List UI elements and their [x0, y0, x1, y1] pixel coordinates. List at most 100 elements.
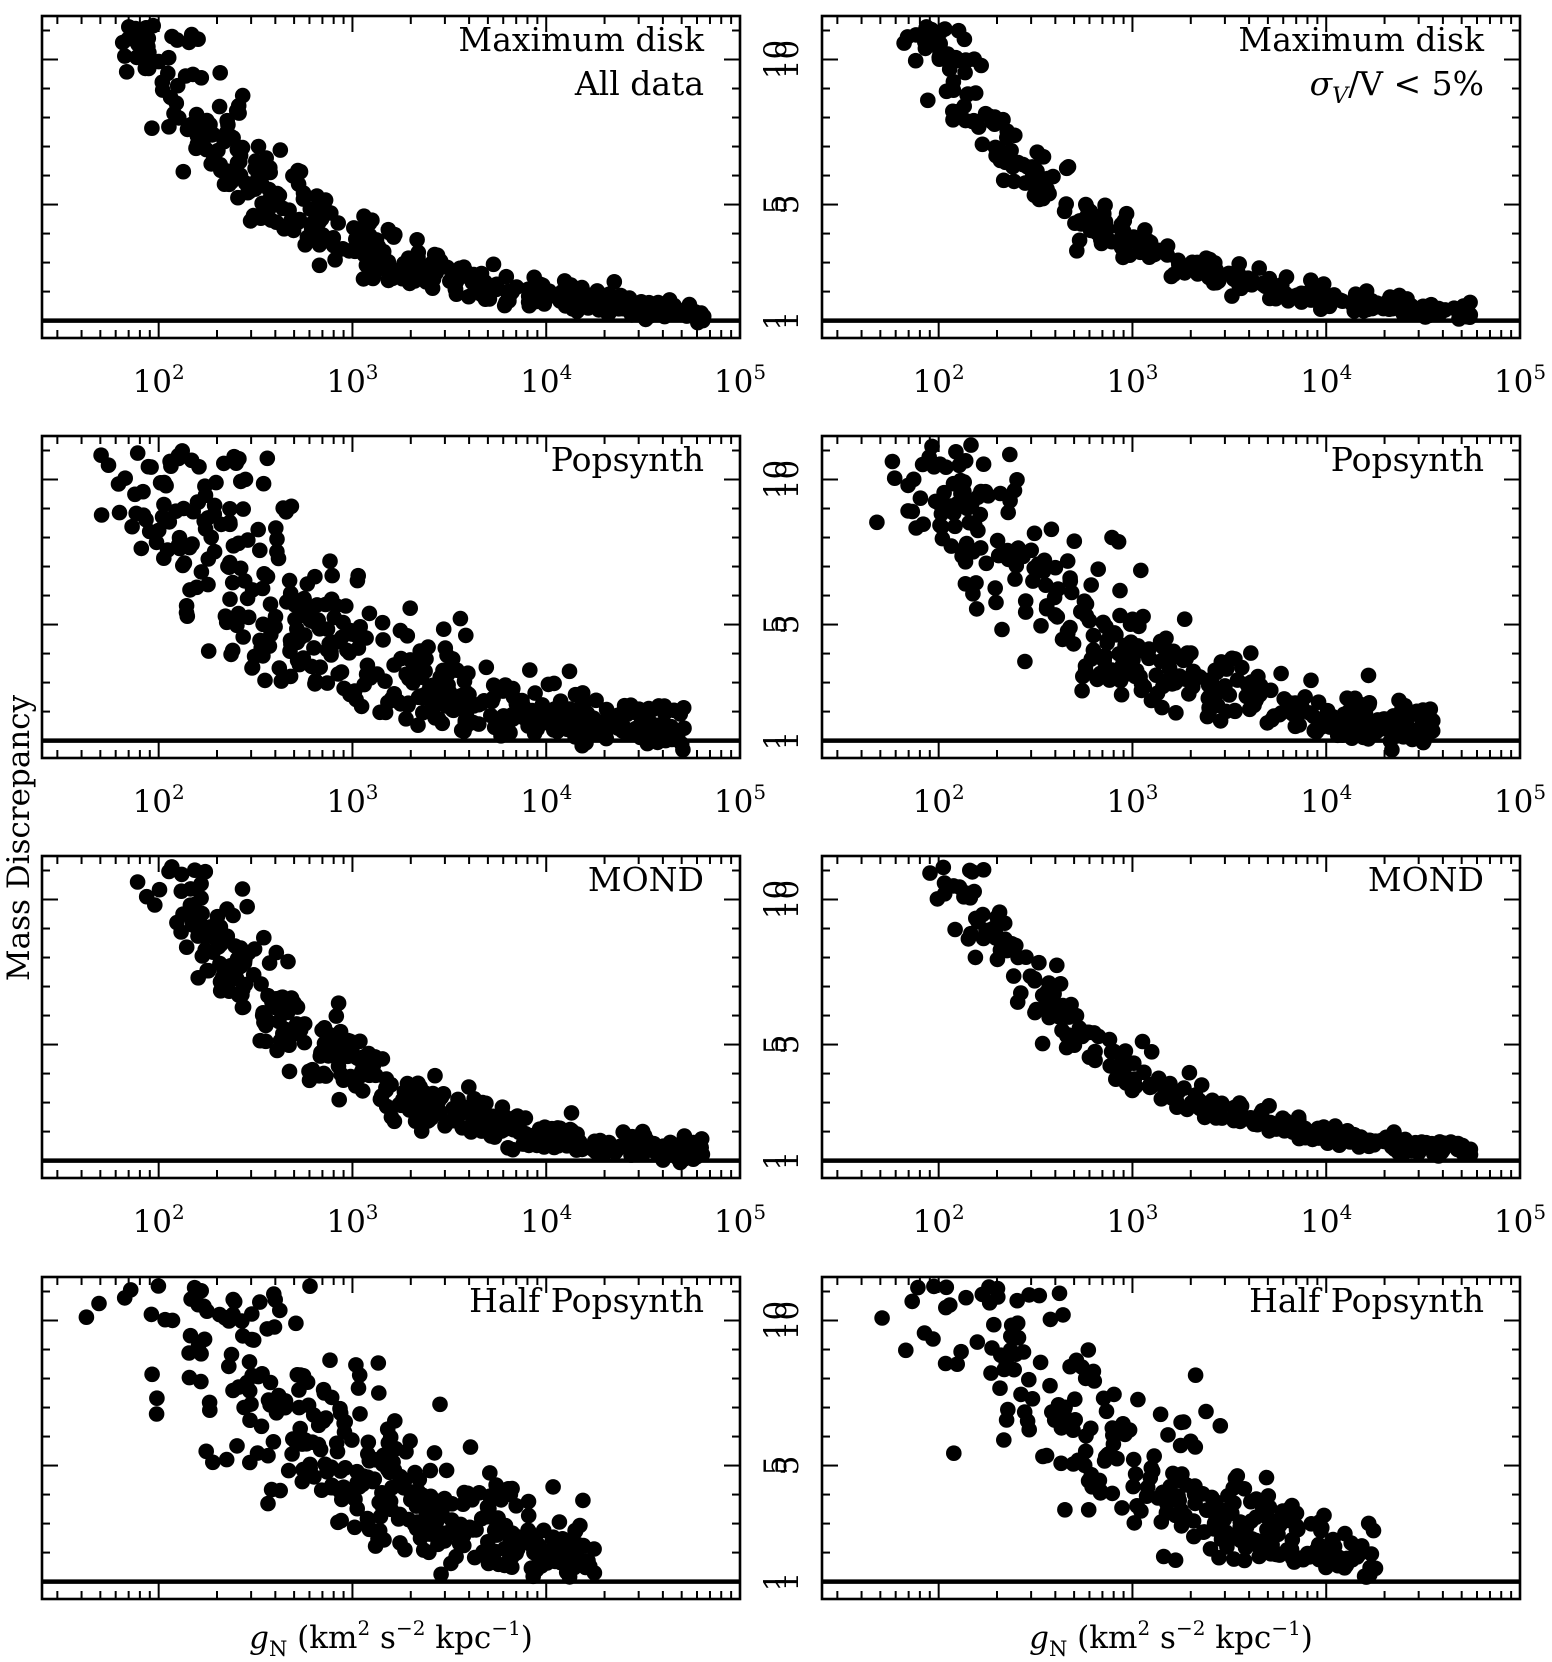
data-point — [922, 865, 938, 881]
data-point — [303, 658, 320, 675]
data-point — [183, 1291, 199, 1307]
data-point — [351, 1367, 368, 1383]
data-point — [433, 1566, 449, 1583]
data-point — [1313, 1545, 1329, 1562]
data-point — [1409, 722, 1426, 738]
data-point — [478, 1095, 494, 1112]
data-point — [128, 505, 144, 522]
data-point — [330, 1058, 347, 1074]
data-point — [346, 683, 363, 699]
data-point — [225, 538, 242, 554]
data-point — [415, 689, 432, 706]
data-point — [483, 707, 499, 724]
data-point — [192, 916, 209, 932]
data-point — [1187, 1478, 1203, 1494]
data-point — [331, 1091, 348, 1108]
data-point — [371, 1385, 387, 1401]
data-point — [212, 955, 228, 972]
data-point — [156, 496, 172, 513]
data-point — [232, 560, 249, 577]
data-point — [306, 640, 322, 656]
data-point — [272, 1302, 288, 1319]
data-point — [1002, 1342, 1019, 1358]
data-point — [1001, 127, 1018, 143]
y-tick-label: 5 — [770, 615, 806, 635]
data-point — [920, 92, 936, 109]
data-point — [1047, 559, 1064, 576]
data-point — [965, 586, 981, 602]
data-point — [218, 1451, 235, 1468]
data-point — [1085, 1363, 1102, 1380]
data-point — [235, 501, 251, 517]
data-point — [504, 707, 520, 723]
data-point — [214, 969, 231, 986]
data-point — [567, 686, 584, 703]
x-tick-label: 103 — [1106, 1200, 1158, 1240]
data-point — [500, 1542, 516, 1558]
data-point — [1065, 636, 1082, 652]
data-point — [302, 1278, 318, 1294]
scatter-points — [93, 443, 692, 758]
scatter-points — [78, 1278, 603, 1585]
data-point — [1017, 604, 1034, 620]
data-point — [994, 621, 1010, 638]
data-point — [485, 677, 502, 693]
data-point — [1141, 641, 1157, 657]
data-point — [193, 70, 210, 86]
data-point — [280, 1462, 297, 1479]
data-point — [204, 127, 220, 143]
data-point — [1251, 1548, 1267, 1565]
data-point — [375, 632, 391, 648]
data-point — [1010, 949, 1026, 966]
data-point — [156, 550, 172, 566]
data-point — [1150, 1490, 1166, 1506]
data-point — [1303, 1516, 1320, 1532]
data-point — [1009, 994, 1026, 1010]
data-point — [350, 1380, 367, 1396]
data-point — [916, 1325, 933, 1341]
data-point — [1173, 1502, 1189, 1519]
panel-label: Half Popsynth — [469, 1281, 704, 1320]
data-point — [122, 1282, 139, 1298]
data-point — [1296, 1124, 1312, 1140]
data-point — [241, 1354, 258, 1370]
data-point — [177, 68, 194, 84]
data-point — [190, 1338, 207, 1354]
data-point — [222, 591, 238, 607]
data-point — [943, 538, 960, 554]
data-point — [978, 555, 995, 572]
data-point — [299, 576, 316, 592]
data-point — [473, 265, 490, 282]
data-point — [242, 1412, 258, 1428]
x-tick-label: 104 — [520, 780, 572, 820]
data-point — [572, 1134, 588, 1150]
data-point — [578, 712, 595, 728]
data-point — [1283, 1118, 1300, 1135]
data-point — [569, 303, 585, 320]
data-point — [252, 1032, 268, 1049]
y-tick-label: 5 — [758, 195, 794, 215]
x-tick-label: 103 — [1106, 780, 1158, 820]
data-point — [1273, 705, 1290, 721]
data-point — [252, 210, 269, 226]
data-point — [947, 921, 963, 938]
data-point — [917, 40, 934, 57]
data-point — [284, 1446, 300, 1462]
data-point — [309, 188, 325, 204]
x-axis-title: gN (km2 s−2 kpc−1) — [249, 1616, 533, 1661]
y-tick-label: 10 — [770, 1301, 806, 1340]
data-point — [312, 1048, 329, 1064]
data-point — [1078, 197, 1094, 214]
data-point — [311, 257, 328, 274]
data-point — [265, 1434, 282, 1450]
data-point — [359, 657, 376, 674]
data-point — [390, 693, 407, 710]
data-point — [500, 1481, 517, 1497]
x-tick-label: 103 — [326, 1200, 378, 1240]
data-point — [1324, 1533, 1340, 1549]
data-point — [435, 621, 452, 637]
data-point — [262, 596, 279, 612]
data-point — [259, 450, 276, 467]
data-point — [1143, 1044, 1160, 1060]
data-point — [1179, 645, 1196, 661]
